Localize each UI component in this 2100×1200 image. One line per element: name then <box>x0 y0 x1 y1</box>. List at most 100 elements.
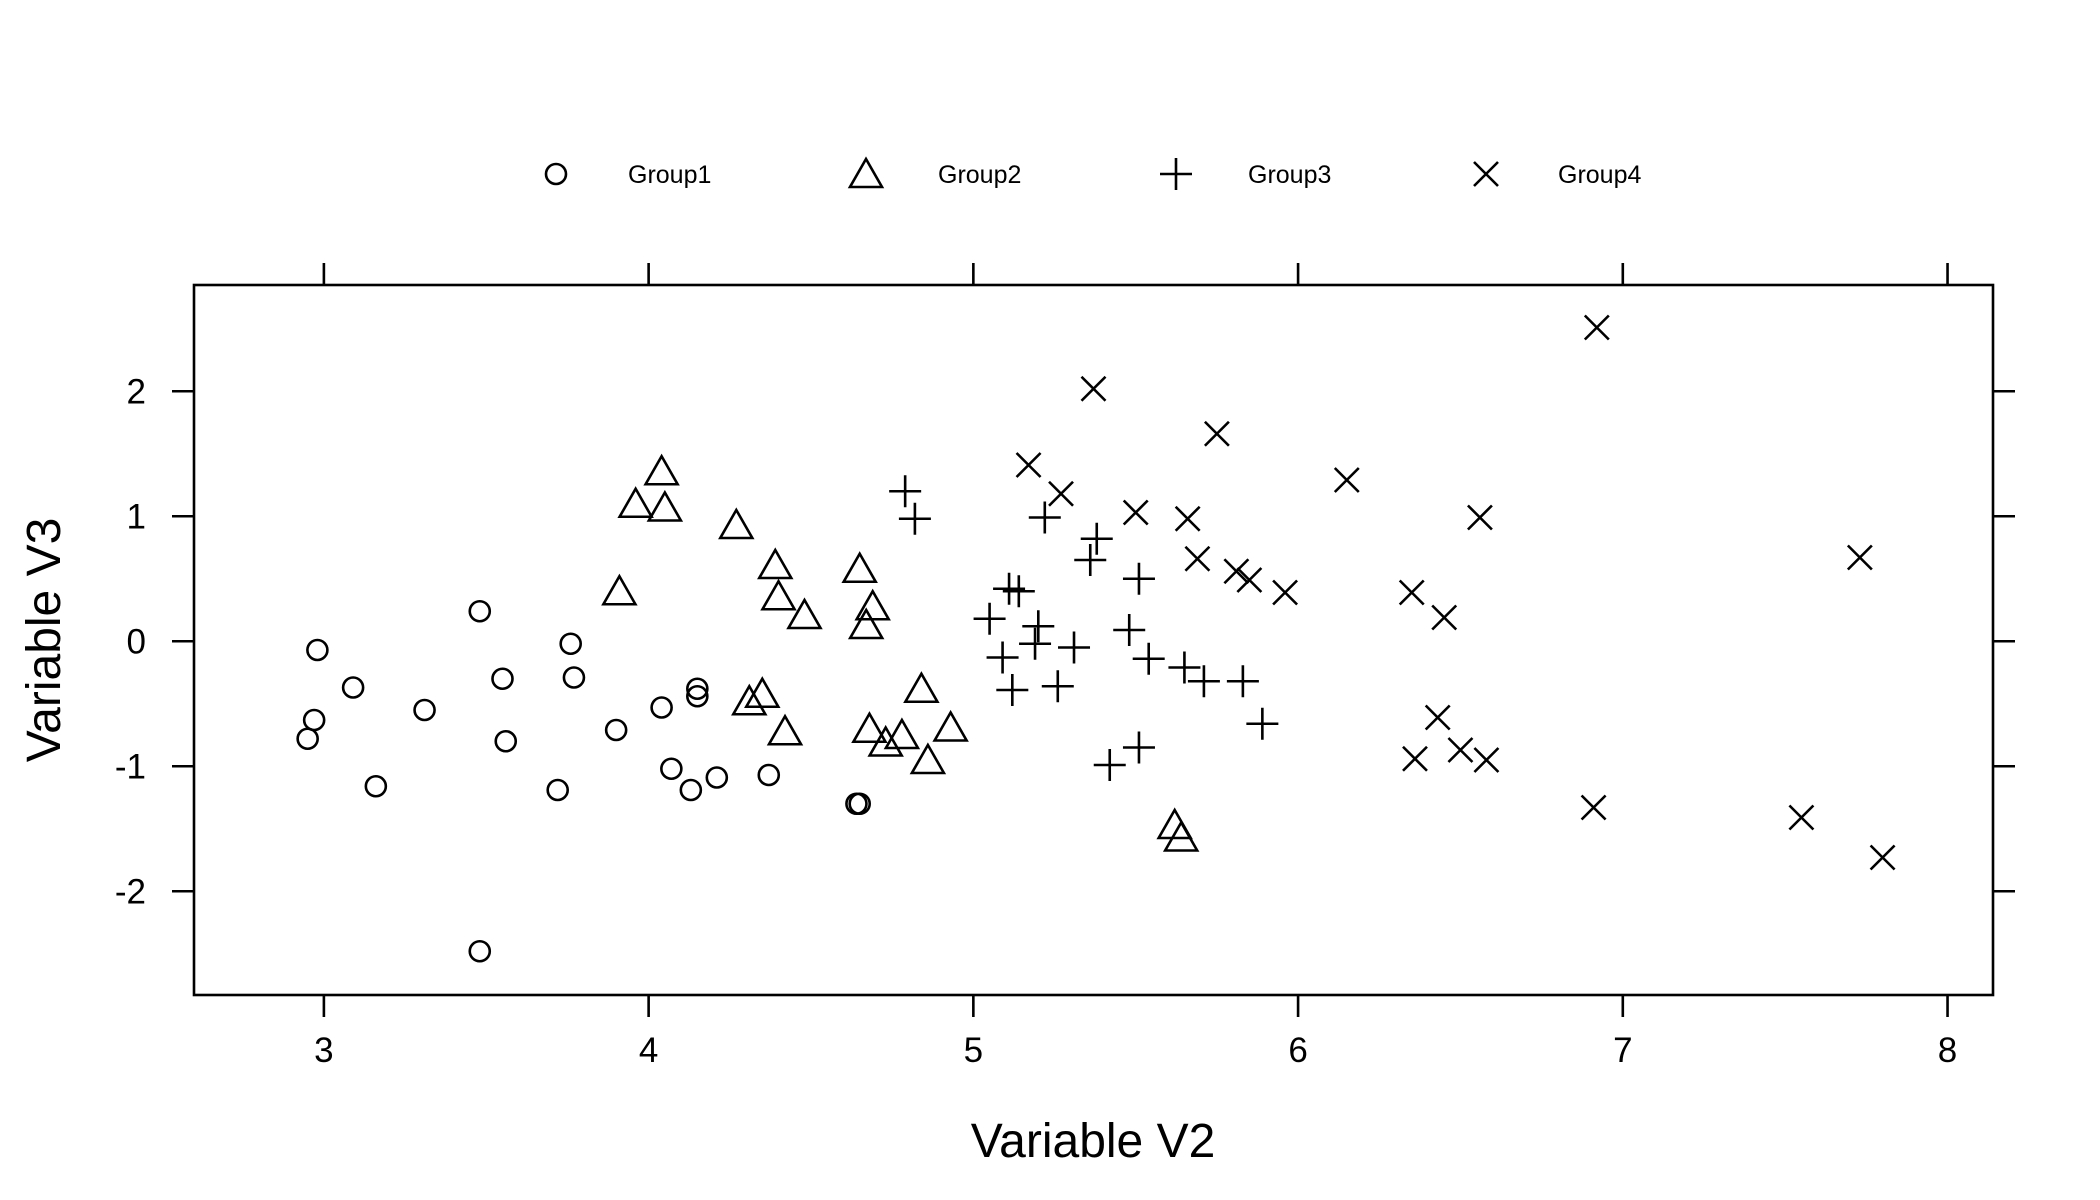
data-point-circle <box>686 684 709 708</box>
data-point-circle <box>364 774 388 798</box>
data-point-x <box>1174 505 1201 532</box>
data-point-triangle <box>867 724 904 757</box>
x-tick-label: 4 <box>639 1031 658 1070</box>
data-point-circle <box>468 939 492 963</box>
data-point-circle <box>494 729 518 753</box>
data-point-x <box>1869 844 1896 871</box>
x-axis-title: Variable V2 <box>971 1115 1216 1168</box>
data-point-triangle <box>643 453 680 486</box>
data-point-circle <box>306 638 329 662</box>
plot-frame <box>192 283 1995 997</box>
legend-label: Group3 <box>1248 161 1331 189</box>
data-point-x <box>1236 567 1263 593</box>
legend-circle-icon <box>544 162 568 186</box>
legend-triangle-icon <box>847 156 885 189</box>
data-point-x <box>1080 375 1107 402</box>
y-tick-label: 0 <box>127 622 146 661</box>
data-point-circle <box>848 792 871 816</box>
data-point-x <box>1431 604 1458 631</box>
data-point-plus <box>1041 670 1074 703</box>
data-point-x <box>1583 314 1610 341</box>
data-point-triangle <box>841 551 878 584</box>
data-point-x <box>1184 545 1211 572</box>
data-point-plus <box>1022 610 1055 643</box>
data-point-circle <box>660 757 683 781</box>
data-point-plus <box>1093 749 1126 781</box>
data-point-plus <box>973 602 1006 635</box>
y-axis-title: Variable V3 <box>18 518 71 763</box>
data-point-x <box>1473 747 1500 773</box>
data-point-plus <box>1058 631 1091 664</box>
data-point-circle <box>604 718 628 742</box>
legend: Group1 Group2 Group3 Group4 <box>544 156 1641 190</box>
data-point-plus <box>898 502 931 535</box>
data-point-circle <box>686 677 709 701</box>
data-point-plus <box>1019 627 1052 660</box>
data-point-x <box>1122 499 1149 526</box>
data-point-x <box>1846 544 1873 571</box>
data-point-triangle <box>646 489 684 522</box>
data-point-x <box>1788 804 1815 831</box>
data-point-triangle <box>851 711 888 744</box>
y-tick-label: -1 <box>115 747 146 786</box>
data-point-triangle <box>1162 819 1200 852</box>
legend-label: Group4 <box>1558 161 1641 189</box>
data-point-plus <box>1168 651 1201 684</box>
axes: 3 4 5 6 7 8 -2 -1 0 1 2 <box>115 263 2015 1070</box>
data-point-plus <box>1028 501 1061 534</box>
x-tick-label: 6 <box>1288 1031 1307 1070</box>
data-point-x <box>1272 579 1299 606</box>
data-point-triangle <box>786 597 823 630</box>
data-point-circle <box>491 667 514 691</box>
x-tick-label: 5 <box>964 1031 983 1070</box>
data-point-x <box>1048 480 1074 507</box>
data-point-triangle <box>718 507 755 540</box>
data-point-plus <box>1246 707 1279 740</box>
data-point-plus <box>1122 731 1155 764</box>
data-point-plus <box>1122 562 1155 595</box>
data-point-circle <box>650 696 673 719</box>
legend-label: Group1 <box>628 161 711 189</box>
data-point-triangle <box>932 709 969 742</box>
data-point-circle <box>468 599 492 623</box>
x-tick-label: 8 <box>1938 1031 1957 1070</box>
legend-plus-icon <box>1160 158 1192 190</box>
data-point-x <box>1447 737 1474 763</box>
data-point-plus <box>1132 642 1165 675</box>
data-point-plus <box>996 674 1029 706</box>
data-point-triangle <box>760 578 797 611</box>
data-point-x <box>1398 579 1425 606</box>
data-point-x <box>1424 704 1451 731</box>
data-point-circle <box>296 727 319 751</box>
data-point-triangle <box>731 683 768 716</box>
x-tick-label: 3 <box>314 1031 333 1070</box>
data-point-circle <box>302 708 326 732</box>
data-point-x <box>1580 794 1607 821</box>
data-point-x <box>1223 558 1250 585</box>
data-point-triangle <box>847 607 885 640</box>
data-point-circle <box>679 778 703 802</box>
data-point-circle <box>341 676 365 699</box>
data-point-x <box>1467 504 1493 531</box>
data-point-plus <box>1113 614 1146 646</box>
y-tick-label: 1 <box>127 497 146 536</box>
data-point-plus <box>1002 575 1035 608</box>
data-point-x <box>1333 467 1360 493</box>
data-point-plus <box>1226 665 1259 698</box>
data-point-triangle <box>854 588 891 621</box>
data-points <box>296 314 1896 963</box>
y-tick-label: -2 <box>115 872 146 911</box>
data-point-triangle <box>617 486 654 519</box>
data-point-plus <box>1080 522 1113 555</box>
data-point-triangle <box>883 717 921 750</box>
legend-label: Group2 <box>938 161 1021 189</box>
data-point-x <box>1203 420 1230 447</box>
data-point-plus <box>889 475 922 508</box>
x-tick-label: 7 <box>1613 1031 1632 1070</box>
data-point-circle <box>562 666 586 689</box>
data-point-plus <box>993 572 1026 605</box>
data-point-triangle <box>766 713 804 746</box>
data-point-circle <box>705 766 729 789</box>
data-point-circle <box>757 763 781 787</box>
